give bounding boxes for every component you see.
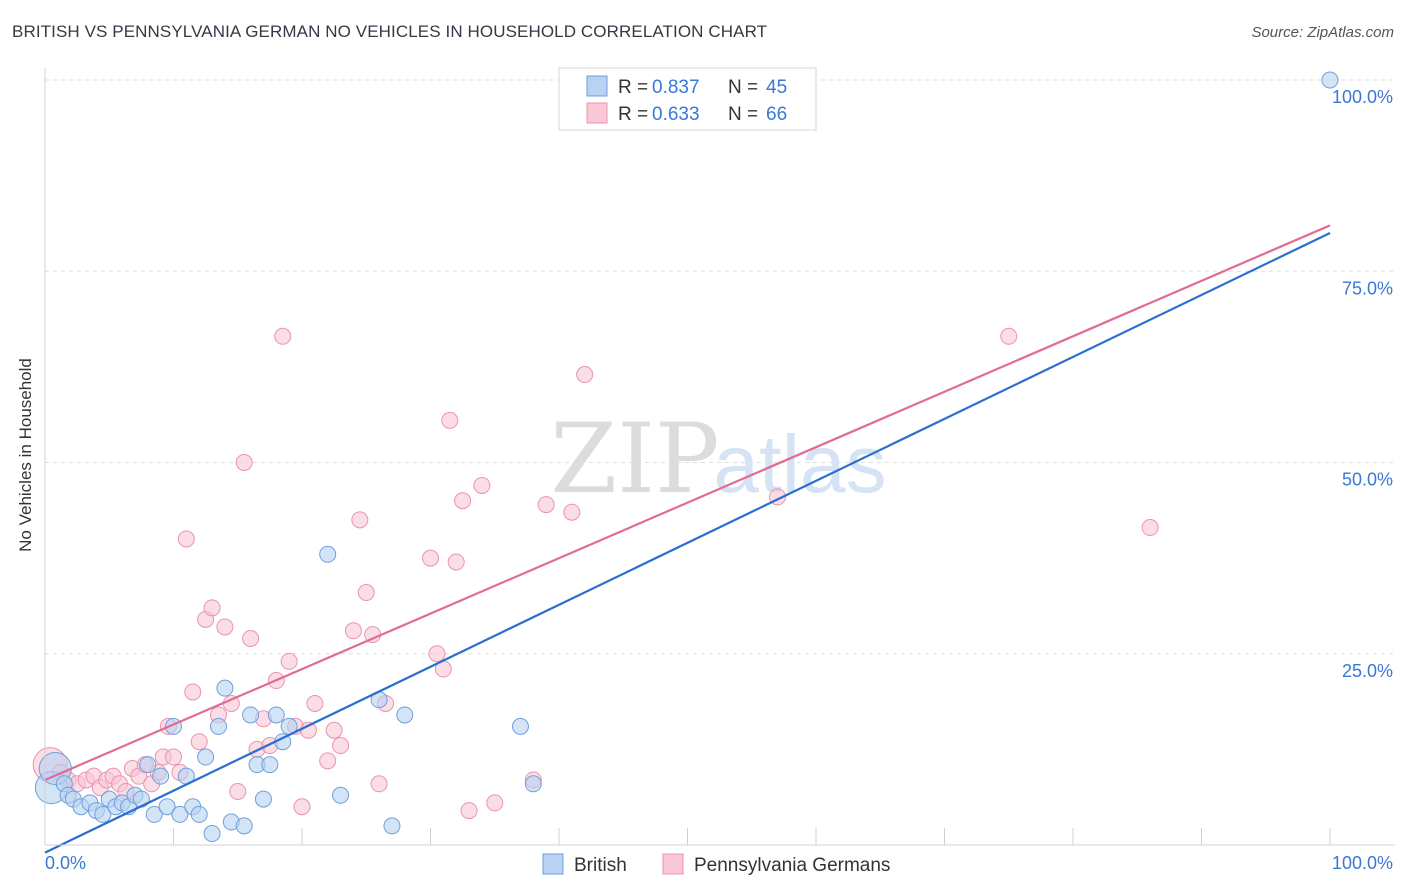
legend-british-r-value: 0.837	[652, 77, 700, 98]
data-point-penn	[184, 683, 202, 701]
trend-lines	[44, 224, 1331, 854]
watermark-atlas: atlas	[713, 419, 886, 510]
data-point-penn	[325, 721, 343, 739]
data-point-british	[261, 756, 279, 774]
bottom-legend-penn-label: Pennsylvania Germans	[694, 855, 890, 876]
legend-penn-r-value: 0.633	[652, 104, 700, 125]
watermark-zip: ZIP	[550, 403, 719, 515]
data-point-british	[197, 748, 215, 766]
legend-penn-r-label: R =	[618, 104, 648, 125]
watermark: ZIP atlas	[550, 403, 886, 515]
data-point-penn	[319, 752, 337, 770]
data-point-british	[242, 706, 260, 724]
data-point-british	[152, 767, 170, 785]
data-point-british	[396, 706, 414, 724]
data-point-penn	[1141, 519, 1159, 537]
data-point-british	[235, 817, 253, 835]
data-point-penn	[441, 411, 459, 429]
legend-penn-n-value: 66	[766, 104, 787, 125]
data-point-penn	[454, 492, 472, 510]
data-point-penn	[428, 645, 446, 663]
x-tick-label: 100.0%	[1332, 853, 1393, 873]
data-point-penn	[370, 775, 388, 793]
trend-line-penn	[44, 224, 1331, 781]
data-point-british	[267, 706, 285, 724]
data-point-penn	[357, 584, 375, 602]
legend-british-swatch	[586, 75, 608, 97]
data-point-penn	[460, 802, 478, 820]
data-point-penn	[293, 798, 311, 816]
data-point-penn	[473, 476, 491, 494]
y-tick-label: 50.0%	[1342, 470, 1393, 490]
data-point-penn	[537, 496, 555, 514]
data-point-british	[171, 805, 189, 823]
data-point-british	[319, 545, 337, 563]
data-point-british	[209, 717, 227, 735]
source-label: Source: ZipAtlas.com	[1251, 24, 1394, 41]
y-tick-label: 100.0%	[1332, 87, 1393, 107]
data-point-british	[254, 790, 272, 808]
data-point-penn	[203, 599, 221, 617]
data-point-penn	[351, 511, 369, 529]
data-point-penn	[177, 530, 195, 548]
data-point-penn	[447, 553, 465, 571]
data-point-british	[216, 679, 234, 697]
data-point-penn	[576, 366, 594, 384]
legend: R = 0.837 N = 45 R = 0.633 N = 66	[558, 67, 817, 131]
data-point-penn	[190, 733, 208, 751]
data-point-british	[158, 798, 176, 816]
data-point-british	[332, 786, 350, 804]
y-tick-label: 25.0%	[1342, 661, 1393, 681]
data-point-penn	[242, 629, 260, 647]
bottom-legend-british-label: British	[574, 855, 627, 876]
data-point-penn	[280, 652, 298, 670]
legend-british-n-value: 45	[766, 77, 787, 98]
bottom-legend-penn-swatch	[662, 853, 684, 875]
data-point-british	[94, 805, 112, 823]
data-point-british	[145, 805, 163, 823]
series-british	[34, 71, 1339, 843]
data-point-penn	[306, 694, 324, 712]
data-point-penn	[165, 748, 182, 766]
legend-british-r-label: R =	[618, 77, 648, 98]
data-point-penn	[486, 794, 504, 812]
data-point-penn	[422, 549, 439, 567]
legend-british-n-label: N =	[728, 77, 758, 98]
data-point-penn	[1000, 327, 1018, 345]
bottom-legend: British Pennsylvania Germans	[542, 853, 890, 876]
data-point-penn	[344, 622, 362, 640]
axes: 25.0% 50.0% 75.0% 100.0% 0.0% 100.0%	[44, 68, 1395, 873]
data-point-british	[511, 717, 529, 735]
bottom-legend-british-swatch	[542, 853, 564, 875]
data-point-penn	[216, 618, 234, 636]
data-point-penn	[332, 737, 350, 755]
data-point-penn	[235, 454, 253, 471]
data-point-penn	[563, 503, 581, 521]
y-tick-label: 75.0%	[1342, 278, 1393, 298]
chart-title: BRITISH VS PENNSYLVANIA GERMAN NO VEHICL…	[12, 22, 768, 41]
data-point-penn	[274, 327, 292, 345]
legend-penn-swatch	[586, 102, 608, 124]
data-point-british	[383, 817, 401, 835]
legend-penn-n-label: N =	[728, 104, 758, 125]
data-point-british	[190, 805, 208, 823]
data-point-british	[524, 775, 542, 793]
data-point-british	[139, 756, 157, 774]
trend-line-british	[44, 232, 1331, 854]
data-point-penn	[229, 782, 247, 800]
data-point-british	[203, 825, 221, 843]
gridlines	[45, 79, 1395, 655]
data-point-british	[132, 790, 150, 808]
x-tick-label: 0.0%	[45, 853, 86, 873]
data-point-british	[1321, 71, 1339, 89]
